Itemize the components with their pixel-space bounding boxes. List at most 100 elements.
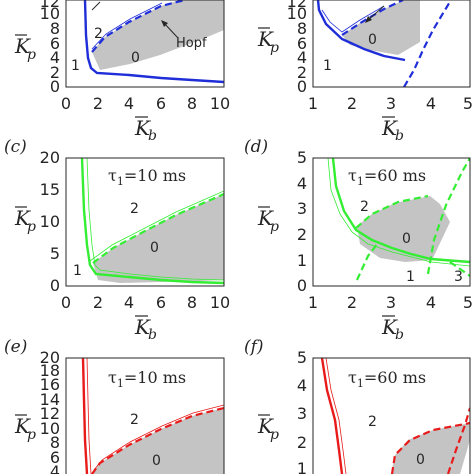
stability-line-c: [80, 158, 224, 285]
ytick-d-4: 4: [297, 174, 307, 193]
arrow-b: [367, 5, 385, 21]
region-3-d: 3: [454, 269, 463, 285]
svg-text:b: b: [148, 327, 157, 343]
svg-text:K: K: [134, 315, 151, 339]
hopf-line-a-thin: [91, 2, 163, 50]
xtick-a-2: 4: [124, 94, 134, 113]
xtick-a-3: 6: [156, 94, 166, 113]
svg-text:b: b: [148, 128, 157, 144]
ytick-a-1: 2: [50, 63, 60, 82]
hopf-line-c-thin: [89, 190, 224, 262]
xtick-c-4: 8: [187, 293, 197, 312]
ytick-b-3: 6: [297, 34, 307, 53]
ytick-d-2: 2: [297, 225, 307, 244]
axes-frame-c: [65, 157, 225, 287]
arrow-top-a: [91, 1, 101, 11]
y-axis-label-f: K p: [257, 414, 279, 443]
ytick-b-2: 4: [297, 48, 307, 67]
arrowhead-b: [365, 16, 372, 23]
ytick-c-4: 20: [40, 148, 60, 167]
svg-text:K: K: [14, 34, 31, 58]
y-ticks-b: 0 2 4 6 8 10 12: [287, 0, 307, 96]
stable-region-c: [93, 194, 224, 283]
xtick-a-5: 10: [210, 94, 230, 113]
ytick-e-3: 10: [40, 419, 60, 438]
region-0-a: 0: [131, 50, 140, 66]
xtick-d-0: 1: [308, 293, 318, 312]
tau-label-f: τ1=60 ms: [348, 368, 426, 390]
tau-label-e: τ1=10 ms: [108, 368, 186, 390]
region-1-d: 1: [406, 269, 415, 285]
x-ticks-c: 0 2 4 6 8 10: [61, 293, 230, 312]
svg-text:K: K: [134, 116, 151, 140]
stable-region-e: [92, 408, 224, 474]
stability-line-d-thin: [327, 158, 470, 267]
hopf-line-d-upper: [355, 194, 429, 229]
panel-e: (e) 4 6 8 10 12 14 16 18 20 τ1=10 ms 2 0…: [4, 337, 225, 474]
axes-frame-e: [65, 357, 225, 474]
axes-frame-b: [312, 0, 471, 88]
xtick-b-3: 4: [426, 94, 436, 113]
xtick-c-5: 10: [210, 293, 230, 312]
region-2-d: 2: [360, 199, 369, 215]
ytick-f-1: 2: [297, 433, 307, 452]
axes-frame-a: [65, 0, 225, 88]
hopf-arrowhead-a: [161, 20, 168, 27]
hopf-line-a: [91, 0, 186, 53]
y-ticks-e: 4 6 8 10 12 14 16 18 20: [40, 348, 60, 474]
hopf-line-f-right: [446, 407, 470, 474]
svg-text:p: p: [270, 219, 279, 235]
xtick-c-0: 0: [61, 293, 71, 312]
ytick-a-3: 6: [50, 34, 60, 53]
tau-label-d: τ1=60 ms: [348, 166, 426, 188]
svg-text:K: K: [257, 206, 274, 230]
hopf-line-f: [390, 421, 470, 474]
region-2-a: 2: [94, 26, 103, 42]
hopf-label-a: Hopf: [176, 36, 207, 51]
hopf-line-e: [91, 406, 224, 474]
xtick-b-0: 1: [308, 94, 318, 113]
svg-text:p: p: [27, 219, 36, 235]
panel-f: (f) 1 2 3 4 5 τ1=60 ms 2 0 K p: [244, 337, 471, 474]
xtick-d-1: 2: [347, 293, 357, 312]
ytick-e-2: 8: [50, 433, 60, 452]
y-axis-label-e: K p: [14, 414, 36, 443]
annotation-d: τ1=60 ms: [348, 166, 426, 188]
xtick-a-0: 0: [61, 94, 71, 113]
svg-text:p: p: [27, 47, 36, 63]
stability-line-d: [331, 158, 470, 264]
xtick-b-2: 3: [386, 94, 396, 113]
ytick-d-0: 0: [297, 276, 307, 295]
stable-region-f: [391, 423, 470, 474]
ytick-d-1: 1: [297, 251, 307, 270]
x-axis-label-b: K b: [381, 116, 404, 144]
ytick-e-5: 14: [40, 390, 60, 409]
ytick-a-0: 0: [50, 77, 60, 96]
region-0-c: 0: [150, 240, 159, 256]
panel-label-f: (f): [244, 337, 264, 357]
x-ticks-a: 0 2 4 6 8 10: [61, 94, 230, 113]
y-axis-label-c: K p: [14, 206, 36, 235]
ytick-d-3: 3: [297, 199, 307, 218]
x-ticks-b: 1 2 3 4 5: [308, 94, 473, 113]
xtick-b-4: 5: [463, 94, 473, 113]
xtick-c-1: 2: [93, 293, 103, 312]
panel-b: 1 2 3 4 5 0 2 4 6 8 10 12 1 0 K p K b: [257, 0, 473, 144]
xtick-b-1: 2: [347, 94, 357, 113]
stability-line-a: [83, 0, 224, 84]
panel-d: (d) 1 2 3 4 5 0 1 2 3 4 5 τ1=60 ms: [244, 137, 473, 343]
ytick-e-0: 4: [50, 462, 60, 474]
xtick-d-3: 4: [426, 293, 436, 312]
svg-text:K: K: [257, 414, 274, 438]
ytick-e-1: 6: [50, 448, 60, 467]
stable-region-d: [357, 196, 450, 262]
region-0-b: 0: [368, 32, 377, 48]
ytick-b-0: 0: [297, 77, 307, 96]
xtick-c-3: 6: [156, 293, 166, 312]
stability-line-e-thin: [86, 358, 92, 474]
stable-region-a: [92, 0, 224, 70]
y-axis-label-b: K p: [257, 27, 279, 56]
svg-text:p: p: [270, 40, 279, 56]
hopf-line-b-thin: [321, 5, 385, 33]
hopf-line-e-thin: [93, 404, 224, 471]
